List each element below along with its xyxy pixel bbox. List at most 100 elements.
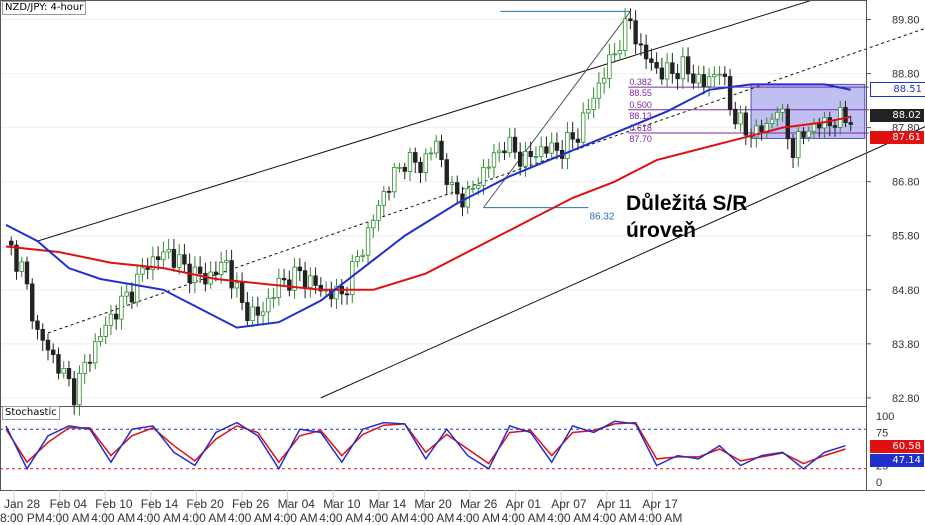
y-tick-label-2: 84.80 xyxy=(892,285,920,297)
candle-body xyxy=(670,62,675,74)
candle-body xyxy=(45,339,51,351)
candle-body xyxy=(224,260,229,263)
candle-body xyxy=(790,138,796,158)
candle-body xyxy=(617,50,623,55)
price-tag-0: 88.51 xyxy=(870,82,925,98)
fib-ratio-label-1: 0.500 xyxy=(629,100,652,110)
x-time-label-10: 4:00 AM xyxy=(456,511,500,525)
candle-body xyxy=(512,136,518,153)
stoch-k-value: 60.58 xyxy=(870,440,924,453)
candle-body xyxy=(392,167,397,193)
candle-body xyxy=(82,361,87,374)
stoch-tick-label-1: 75 xyxy=(876,428,888,440)
candle-body xyxy=(14,244,19,272)
candle-body xyxy=(538,146,544,157)
x-date-label-7: Mar 10 xyxy=(323,497,361,511)
x-time-label-0: 8:00 PM xyxy=(0,511,45,525)
candle-body xyxy=(66,367,72,380)
candle-body xyxy=(591,97,596,110)
candle-body xyxy=(19,261,24,272)
candle-body xyxy=(733,108,738,125)
x-date-label-0: Jan 28 xyxy=(4,497,40,511)
candle-body xyxy=(418,161,423,173)
candle-body xyxy=(843,107,848,123)
candle-body xyxy=(428,152,434,155)
candle-body xyxy=(643,44,649,60)
candle-body xyxy=(397,166,402,169)
candle-body xyxy=(287,279,292,291)
candle-body xyxy=(56,354,61,374)
candle-body xyxy=(654,62,659,69)
candle-body xyxy=(197,266,203,274)
sr-annotation-line2: úroveň xyxy=(626,219,697,242)
x-date-label-11: Apr 01 xyxy=(506,497,542,511)
candle-body xyxy=(544,146,549,154)
candle-body xyxy=(245,302,250,322)
candle-body xyxy=(213,271,219,276)
channel-upper-line xyxy=(37,0,815,242)
candle-body xyxy=(533,156,539,158)
candle-body xyxy=(586,109,591,114)
candle-body xyxy=(87,361,93,364)
candle-body xyxy=(360,254,365,257)
stoch-d-value: 47.14 xyxy=(870,454,924,467)
candle-body xyxy=(554,142,560,151)
candle-body xyxy=(302,270,308,288)
x-time-label-1: 4:00 AM xyxy=(46,511,90,525)
candle-body xyxy=(161,251,166,261)
swing-line xyxy=(483,11,631,208)
x-time-label-14: 4:00 AM xyxy=(638,511,682,525)
candle-body xyxy=(722,73,728,77)
x-date-label-4: Feb 20 xyxy=(186,497,224,511)
x-date-label-2: Feb 10 xyxy=(95,497,133,511)
candle-body xyxy=(72,378,77,406)
x-time-label-5: 4:00 AM xyxy=(228,511,272,525)
candle-body xyxy=(51,349,56,355)
x-time-label-7: 4:00 AM xyxy=(319,511,363,525)
candle-body xyxy=(570,132,575,140)
y-tick-label-0: 82.80 xyxy=(892,393,920,405)
candle-body xyxy=(234,282,240,289)
stoch-tick-label-0: 100 xyxy=(876,411,894,423)
candle-body xyxy=(134,273,140,303)
candle-body xyxy=(77,372,82,406)
channel-mid-line xyxy=(47,27,925,334)
x-time-label-12: 4:00 AM xyxy=(547,511,591,525)
candle-body xyxy=(371,219,376,229)
y-tick-label-6: 88.80 xyxy=(892,69,920,81)
candle-body xyxy=(140,267,145,275)
candle-body xyxy=(717,73,722,76)
candle-body xyxy=(801,131,806,138)
candle-body xyxy=(444,159,449,185)
candle-body xyxy=(239,282,245,303)
stochastic-label: Stochastic xyxy=(2,406,60,420)
candle-body xyxy=(769,118,775,124)
candle-body xyxy=(402,166,407,172)
candle-body xyxy=(659,67,665,80)
candle-body xyxy=(523,151,528,167)
candle-body xyxy=(675,73,680,80)
candle-body xyxy=(334,285,339,300)
candle-body xyxy=(596,82,602,99)
candle-body xyxy=(103,324,108,337)
candle-body xyxy=(129,291,135,303)
candle-body xyxy=(355,256,360,262)
candle-body xyxy=(113,313,119,320)
x-date-label-10: Mar 26 xyxy=(460,497,498,511)
candle-body xyxy=(796,131,801,158)
candle-body xyxy=(381,190,386,206)
candle-body xyxy=(92,341,98,364)
candle-body xyxy=(166,249,171,253)
grid-lines xyxy=(0,19,866,399)
candle-body xyxy=(276,277,282,299)
candle-body xyxy=(35,320,40,330)
candle-body xyxy=(528,151,533,157)
candle-body xyxy=(691,73,696,84)
candle-body xyxy=(727,76,733,110)
y-tick-label-4: 86.80 xyxy=(892,177,920,189)
candle-body xyxy=(171,249,177,268)
candle-body xyxy=(607,54,612,79)
candle-body xyxy=(155,256,161,261)
